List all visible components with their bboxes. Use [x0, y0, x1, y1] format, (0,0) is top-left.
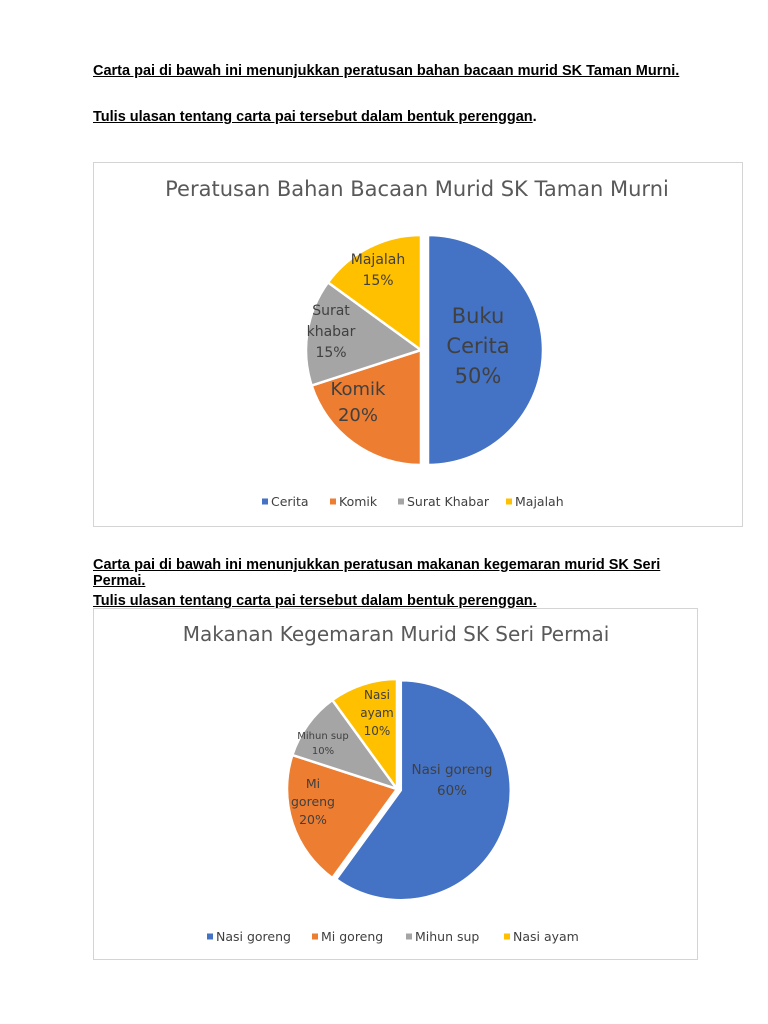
instruction-2-period: . [532, 109, 537, 125]
chart-2-slice-nasi-goreng [334, 678, 513, 902]
chart-2-container: Makanan Kegemaran Murid SK Seri Permai Na… [93, 608, 698, 960]
instruction-3-text: Carta pai di bawah ini menunjukkan perat… [93, 557, 661, 589]
chart-2-legend-marker-3 [504, 933, 510, 940]
instruction-4: Tulis ulasan tentang carta pai tersebut … [93, 593, 693, 609]
instruction-2-text: Tulis ulasan tentang carta pai tersebut … [93, 109, 533, 125]
chart-1-legend-label-1: Komik [339, 494, 378, 509]
chart-2-plot: Makanan Kegemaran Murid SK Seri Permai Na… [183, 622, 610, 944]
chart-1: Peratusan Bahan Bacaan Murid SK Taman Mu… [165, 177, 669, 509]
chart-1-slice-surat-khabar [304, 280, 424, 388]
chart-2-legend-label-1: Mi goreng [321, 929, 383, 944]
instruction-1-text: Carta pai di bawah ini menunjukkan perat… [93, 63, 680, 79]
chart-2-legend-marker-1 [312, 933, 318, 940]
chart-1-legend-marker-1 [330, 498, 336, 505]
instruction-3: Carta pai di bawah ini menunjukkan perat… [93, 557, 693, 589]
chart-1-slice-cerita [426, 233, 545, 467]
chart-1-slice-label-0: Buku Cerita 50% [446, 304, 509, 388]
instruction-1: Carta pai di bawah ini menunjukkan perat… [93, 63, 693, 79]
chart-2-legend-label-3: Nasi ayam [513, 929, 579, 944]
instruction-4-text: Tulis ulasan tentang carta pai tersebut … [93, 593, 537, 609]
chart-2-slice-label-2: Mihun sup 10% [297, 731, 349, 757]
chart-2-legend-label-2: Mihun sup [415, 929, 479, 944]
chart-1-legend-label-0: Cerita [271, 494, 309, 509]
chart-2-slice-label-3: Nasi ayam 10% [360, 688, 394, 738]
chart-1-slice-majalah [326, 233, 423, 353]
chart-2-slice-label-1: Mi goreng 20% [291, 776, 335, 827]
chart-2-slice-label-0: Nasi goreng 60% [412, 762, 493, 799]
chart-1-plot: Peratusan Bahan Bacaan Murid SK Taman Mu… [165, 177, 669, 509]
chart-1-slice-label-3: Majalah 15% [351, 252, 405, 289]
chart-2-title: Makanan Kegemaran Murid SK Seri Permai [183, 622, 610, 646]
chart-2: Makanan Kegemaran Murid SK Seri Permai Na… [183, 622, 610, 944]
chart-2-slice-nasi-ayam [330, 677, 399, 793]
chart-1-container: Peratusan Bahan Bacaan Murid SK Taman Mu… [93, 162, 743, 527]
chart-1-slice-label-2: Surat khabar 15% [307, 303, 356, 361]
chart-1-legend-marker-3 [506, 498, 512, 505]
chart-1-slice-label-1: Komik 20% [331, 379, 386, 426]
chart-2-legend-label-0: Nasi goreng [216, 929, 291, 944]
chart-1-slice-komik [310, 348, 423, 467]
chart-2-legend-marker-0 [207, 933, 213, 940]
chart-1-legend-marker-0 [262, 498, 268, 505]
chart-1-legend-marker-2 [398, 498, 404, 505]
chart-1-legend-label-3: Majalah [515, 494, 564, 509]
chart-2-slice-mi-goreng [285, 753, 400, 880]
instruction-2: Tulis ulasan tentang carta pai tersebut … [93, 109, 693, 125]
chart-1-legend-label-2: Surat Khabar [407, 494, 490, 509]
chart-1-title: Peratusan Bahan Bacaan Murid SK Taman Mu… [165, 177, 669, 201]
chart-2-legend-marker-2 [406, 933, 412, 940]
